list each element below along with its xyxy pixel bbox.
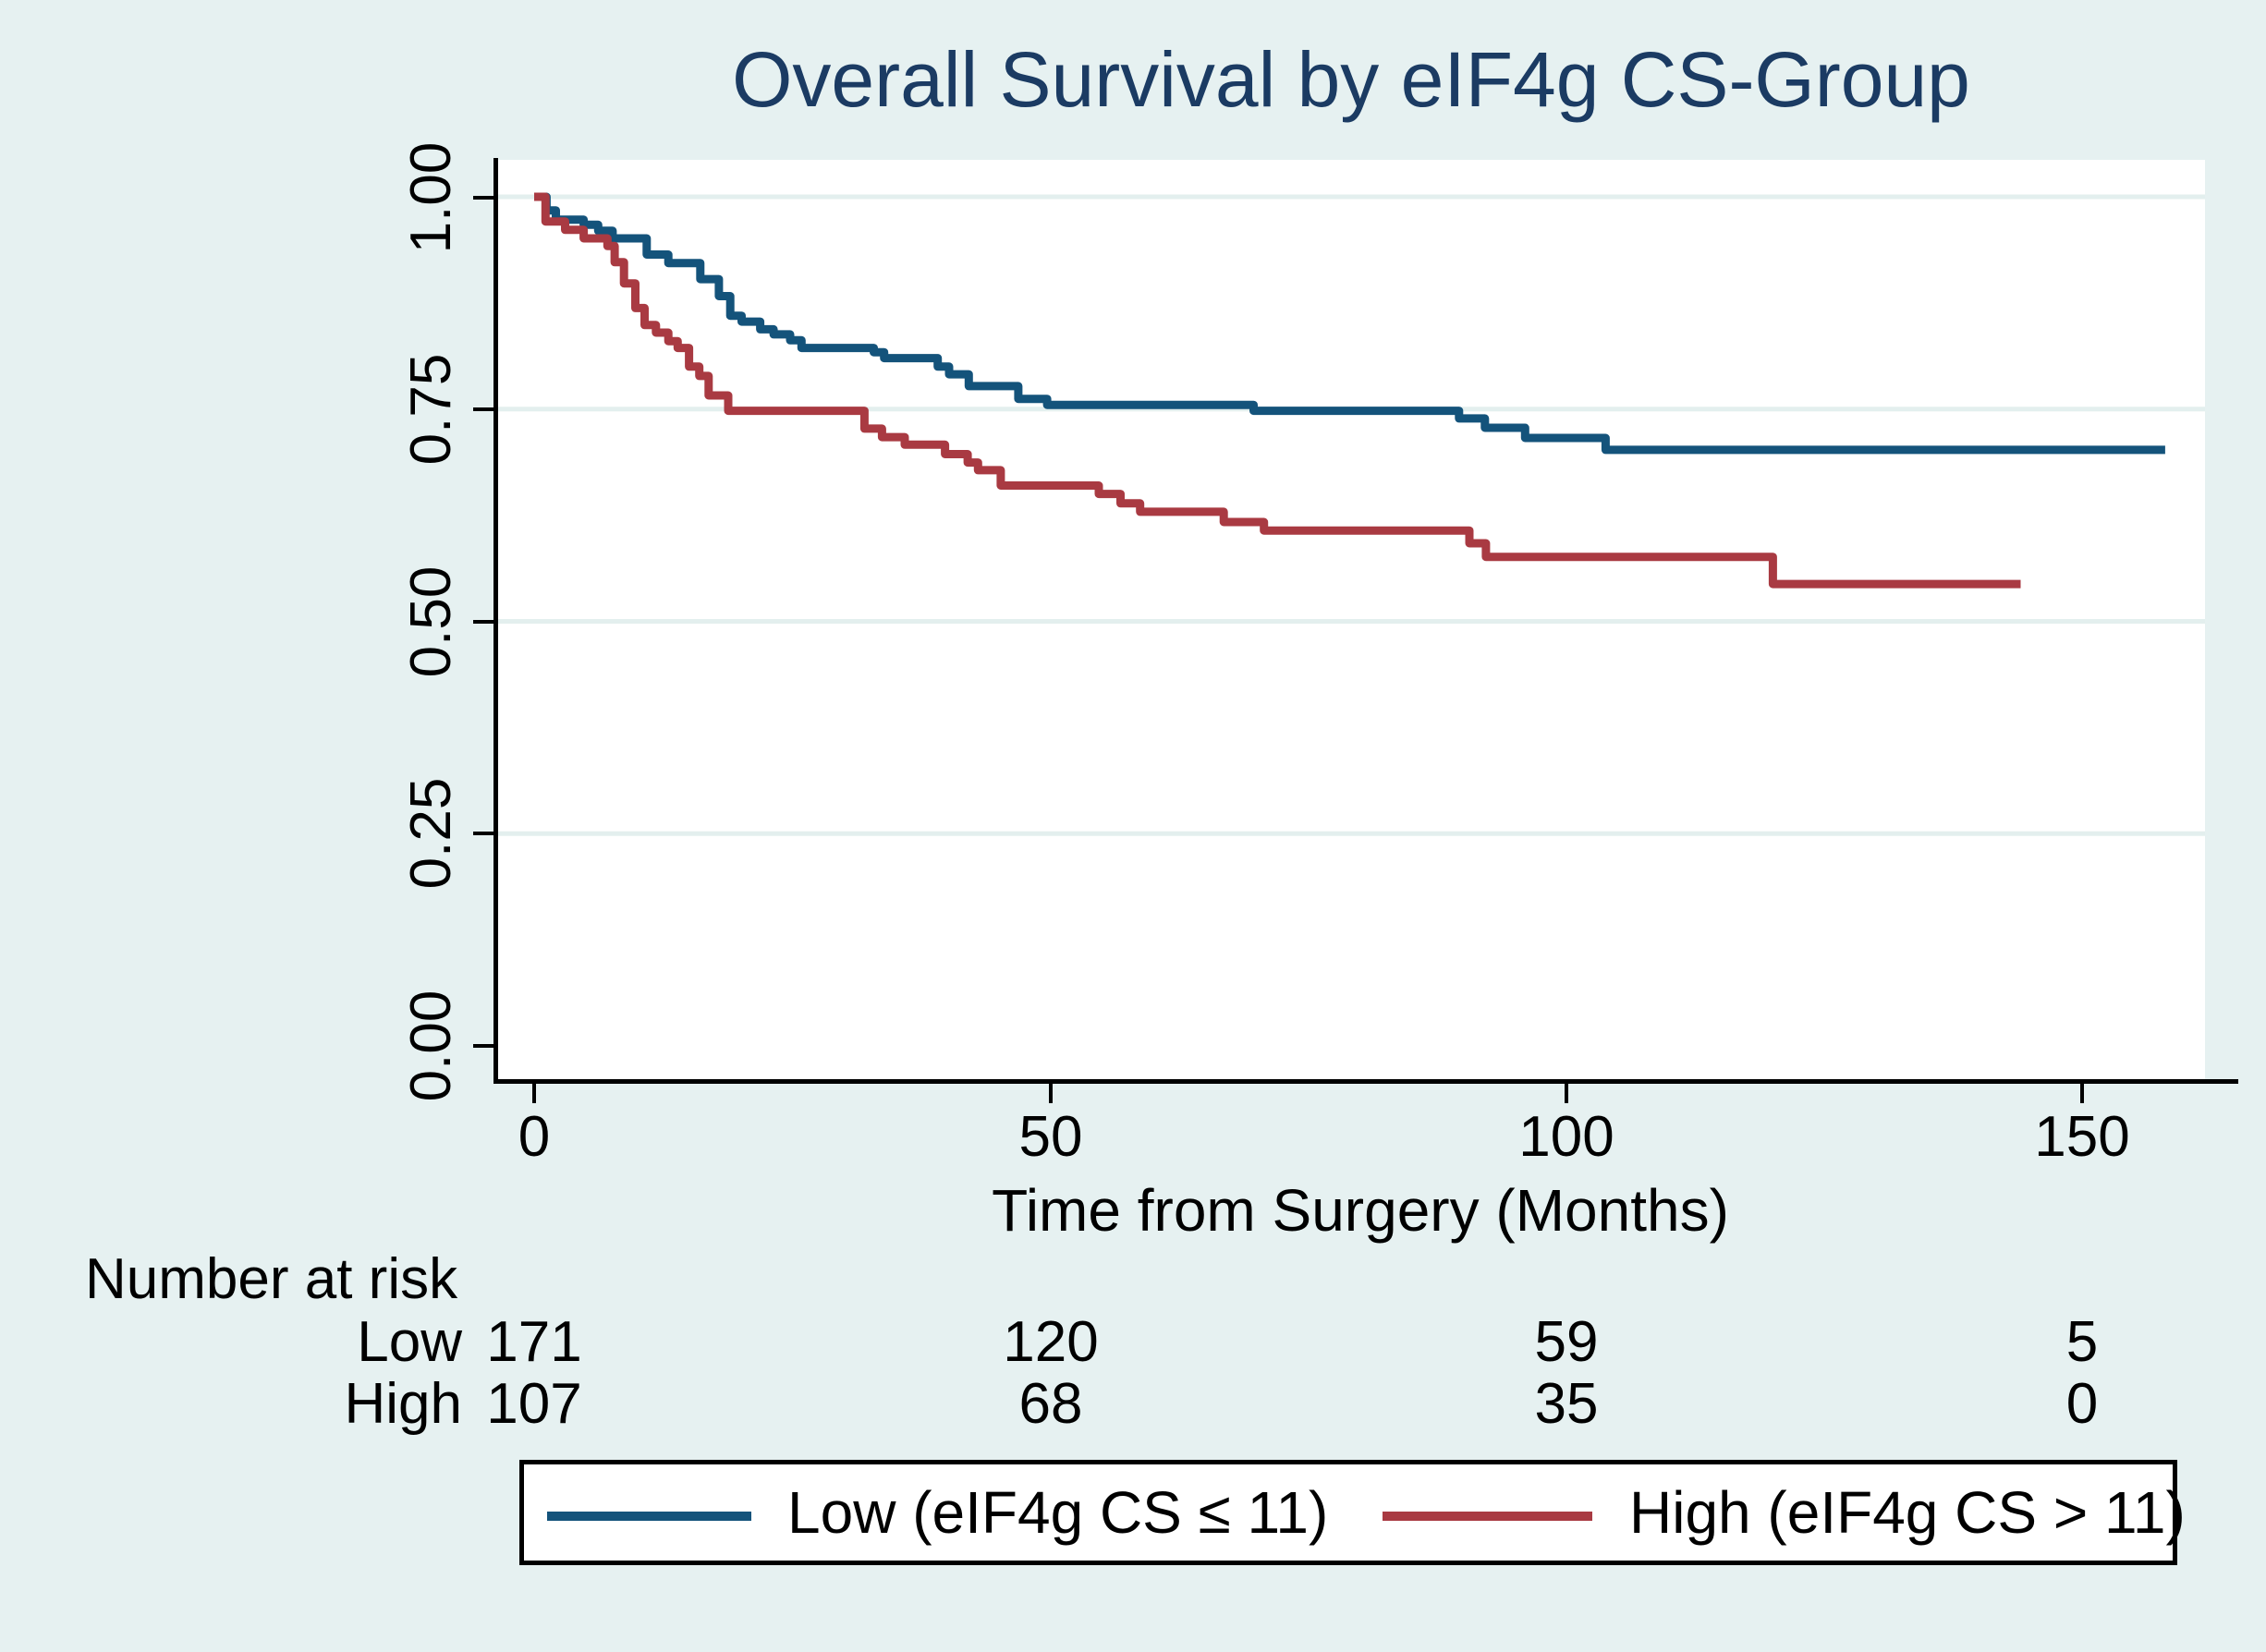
km-curve-low — [534, 192, 2165, 455]
risk-low-t50: 120 — [1003, 1310, 1099, 1374]
legend-high-label: High (eIF4g CS > 11) — [1629, 1479, 2186, 1546]
x-axis-title: Time from Surgery (Months) — [992, 1177, 1729, 1244]
legend-low-label: Low (eIF4g CS ≤ 11) — [787, 1479, 1329, 1546]
x-axis-line — [493, 1079, 2238, 1084]
x-tick-label-100: 100 — [1518, 1105, 1614, 1169]
y-tick-label-0.75: 0.75 — [399, 353, 463, 466]
risk-high-t0: 107 — [486, 1372, 582, 1436]
y-tick-0.75 — [473, 407, 494, 411]
x-tick-label-50: 50 — [1018, 1105, 1083, 1169]
y-tick-label-0.50: 0.50 — [399, 565, 463, 678]
risk-high-t100: 35 — [1534, 1372, 1599, 1436]
risk-high-t150: 0 — [2065, 1372, 2099, 1436]
x-tick-label-0: 0 — [518, 1105, 551, 1169]
risk-high-t50: 68 — [1018, 1372, 1083, 1436]
y-tick-0.25 — [473, 832, 494, 835]
y-tick-0.50 — [473, 620, 494, 624]
risk-row-low-label: Low — [357, 1310, 462, 1374]
chart-title: Overall Survival by eIF4g CS-Group — [732, 36, 1970, 123]
risk-table-header: Number at risk — [85, 1247, 458, 1311]
km-curve-high — [534, 192, 2021, 589]
x-tick-label-150: 150 — [2034, 1105, 2130, 1169]
risk-low-t150: 5 — [2065, 1310, 2099, 1374]
km-curves-svg — [497, 192, 2205, 836]
legend-low-line-sample — [547, 1512, 751, 1521]
x-tick-50 — [1049, 1084, 1053, 1103]
risk-row-high-label: High — [344, 1372, 462, 1436]
plot-area — [497, 160, 2205, 1081]
x-tick-0 — [532, 1084, 536, 1103]
x-tick-100 — [1565, 1084, 1568, 1103]
y-tick-label-0.25: 0.25 — [399, 777, 463, 890]
y-tick-0.00 — [473, 1044, 494, 1048]
y-tick-1.00 — [473, 196, 494, 200]
x-tick-150 — [2080, 1084, 2084, 1103]
y-axis-line — [493, 158, 498, 1084]
legend-box: Low (eIF4g CS ≤ 11) High (eIF4g CS > 11) — [519, 1460, 2186, 1565]
y-tick-label-1.00: 1.00 — [399, 141, 463, 254]
risk-low-t0: 171 — [486, 1310, 582, 1374]
risk-low-t100: 59 — [1534, 1310, 1599, 1374]
legend-high-line-sample — [1383, 1512, 1592, 1521]
